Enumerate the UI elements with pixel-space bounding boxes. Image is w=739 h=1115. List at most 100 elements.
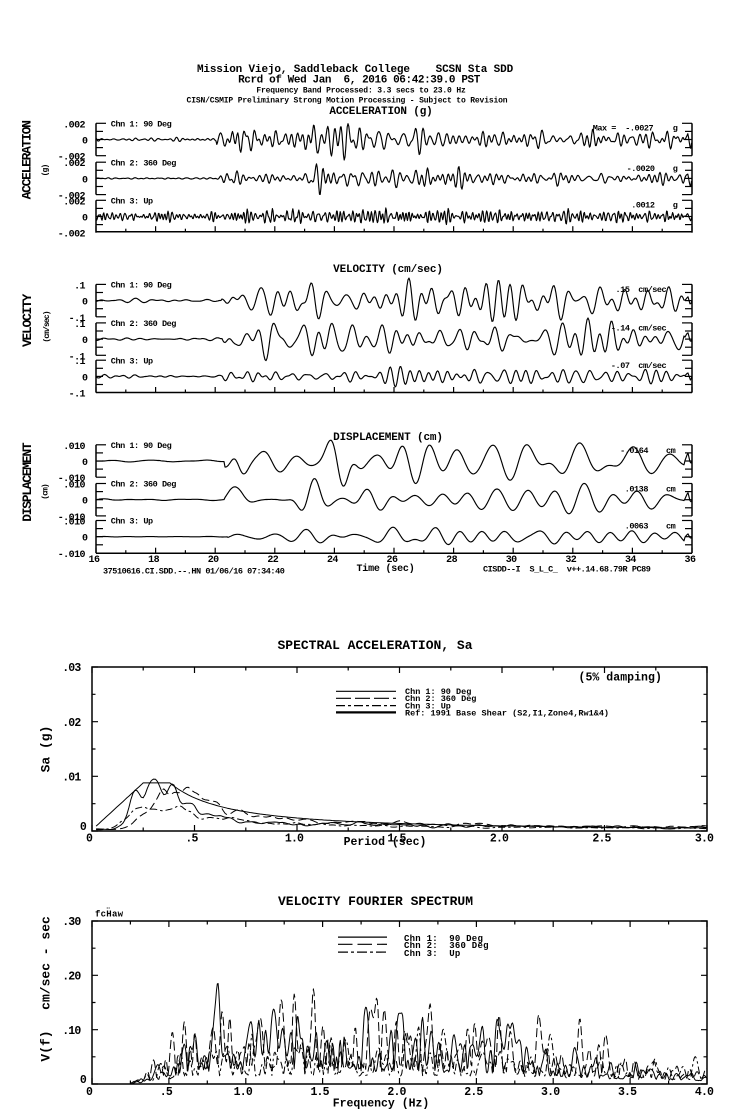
svg-text:Max = -.0027: Max = -.0027 <box>593 124 654 134</box>
svg-text:VELOCITY: VELOCITY <box>20 293 35 347</box>
svg-text:Frequency (Hz): Frequency (Hz) <box>333 1098 430 1111</box>
svg-text:26: 26 <box>387 555 398 566</box>
svg-text:Chn 1: 90 Deg: Chn 1: 90 Deg <box>404 934 483 944</box>
svg-text:cm/sec: cm/sec <box>638 361 666 371</box>
svg-text:2.5: 2.5 <box>464 1086 483 1099</box>
svg-text:cm/sec: cm/sec <box>638 324 666 334</box>
svg-text:.1: .1 <box>74 320 85 331</box>
svg-text:0: 0 <box>82 336 88 347</box>
svg-text:1.0: 1.0 <box>285 832 304 845</box>
svg-text:-.002: -.002 <box>58 192 86 203</box>
svg-text:36: 36 <box>685 555 696 566</box>
svg-text:Chn 2: 360 Deg: Chn 2: 360 Deg <box>405 694 476 704</box>
svg-text:.30: .30 <box>62 916 81 929</box>
svg-text:Chn 2: 360 Deg: Chn 2: 360 Deg <box>111 158 176 168</box>
svg-text:-.1: -.1 <box>69 390 86 401</box>
svg-text:cm/sec: cm/sec <box>638 285 666 295</box>
svg-text:0: 0 <box>82 298 88 309</box>
svg-text:.1: .1 <box>74 281 85 292</box>
svg-text:V(f): V(f) <box>39 1030 54 1061</box>
svg-text:(cm/sec): (cm/sec) <box>43 311 52 342</box>
svg-text:.5: .5 <box>185 832 198 845</box>
svg-text:Chn 2: 360 Deg: Chn 2: 360 Deg <box>111 319 176 329</box>
svg-text:34: 34 <box>625 555 636 566</box>
svg-text:.002: .002 <box>63 197 85 208</box>
svg-text:Frequency Band Processed: 3.3: Frequency Band Processed: 3.3 secs to 23… <box>256 86 466 95</box>
svg-text:SPECTRAL ACCELERATION, Sa: SPECTRAL ACCELERATION, Sa <box>277 638 472 653</box>
svg-text:cm: cm <box>666 446 676 456</box>
svg-text:-.0164: -.0164 <box>620 446 648 456</box>
svg-text:Chn 1: 90 Deg: Chn 1: 90 Deg <box>111 281 172 291</box>
svg-text:(5% damping): (5% damping) <box>579 672 662 685</box>
svg-text:-.07: -.07 <box>611 361 630 371</box>
svg-text:ACCELERATION (g): ACCELERATION (g) <box>329 106 432 118</box>
svg-text:30: 30 <box>506 555 517 566</box>
svg-text:(g): (g) <box>42 165 51 177</box>
svg-text:cm: cm <box>666 522 676 532</box>
svg-text:.0063: .0063 <box>625 522 649 532</box>
svg-text:1.5: 1.5 <box>310 1086 329 1099</box>
svg-text:2.0: 2.0 <box>490 832 509 845</box>
svg-text:2.0: 2.0 <box>387 1086 406 1099</box>
svg-text:2.5: 2.5 <box>592 832 611 845</box>
svg-text:Chn 1: 90 Deg: Chn 1: 90 Deg <box>111 441 172 451</box>
svg-text:1.0: 1.0 <box>234 1086 253 1099</box>
svg-text:24: 24 <box>327 555 338 566</box>
svg-text:(cm): (cm) <box>42 484 51 500</box>
svg-text:0: 0 <box>82 373 88 384</box>
svg-text:0: 0 <box>86 832 93 845</box>
svg-text:-.1: -.1 <box>69 314 86 325</box>
svg-text:0: 0 <box>82 137 88 148</box>
svg-text:Chn 2: 360 Deg: Chn 2: 360 Deg <box>404 941 489 951</box>
svg-text:0: 0 <box>82 534 88 545</box>
svg-text:g: g <box>673 124 678 134</box>
svg-text:-.1: -.1 <box>69 352 86 363</box>
svg-text:-.010: -.010 <box>58 474 86 485</box>
svg-text:Mission Viejo, Saddleback Coll: Mission Viejo, Saddleback College SCSN S… <box>197 64 514 76</box>
svg-text:3.5: 3.5 <box>618 1086 637 1099</box>
svg-text:.20: .20 <box>62 971 81 984</box>
svg-text:37510616.CI.SDD.--.HN 01/06/16: 37510616.CI.SDD.--.HN 01/06/16 07:34:40 <box>103 567 285 577</box>
svg-text:.15: .15 <box>616 285 630 295</box>
svg-text:g: g <box>673 201 678 211</box>
svg-text:-.002: -.002 <box>58 230 86 241</box>
svg-text:4.0: 4.0 <box>695 1086 714 1099</box>
svg-text:Chn 3: Up: Chn 3: Up <box>405 702 451 712</box>
svg-text:0: 0 <box>80 1074 87 1087</box>
svg-text:.03: .03 <box>62 662 81 675</box>
svg-text:CISN/CSMIP Preliminary Strong: CISN/CSMIP Preliminary Strong Motion Pro… <box>187 96 508 105</box>
svg-text:Rcrd of Wed Jan 6, 2016 06:42: Rcrd of Wed Jan 6, 2016 06:42:39.0 PST <box>238 74 481 86</box>
svg-text:DISPLACEMENT: DISPLACEMENT <box>20 442 35 522</box>
svg-text:0: 0 <box>82 214 88 225</box>
svg-text:DISPLACEMENT (cm): DISPLACEMENT (cm) <box>333 432 443 444</box>
svg-text:cm: cm <box>666 485 676 495</box>
svg-text:.1: .1 <box>74 357 85 368</box>
svg-text:-.14: -.14 <box>611 324 630 334</box>
svg-text:0: 0 <box>82 458 88 469</box>
svg-text:-.010: -.010 <box>58 550 86 561</box>
svg-text:fcHaw: fcHaw <box>95 910 124 920</box>
svg-text:Chn 3: Up: Chn 3: Up <box>111 517 153 527</box>
svg-text:22: 22 <box>267 555 278 566</box>
svg-text:.0138: .0138 <box>625 485 649 495</box>
svg-text:18: 18 <box>148 555 159 566</box>
svg-text:.0012: .0012 <box>631 201 655 211</box>
svg-text:VELOCITY (cm/sec): VELOCITY (cm/sec) <box>333 264 443 276</box>
svg-text:.010: .010 <box>63 442 85 453</box>
svg-text:Ref: 1991 Base Shear (S2,I1,Zo: Ref: 1991 Base Shear (S2,I1,Zone4,Rw1&4) <box>405 708 609 718</box>
svg-text:Chn 3: Up: Chn 3: Up <box>111 356 153 366</box>
svg-text:0: 0 <box>82 175 88 186</box>
svg-text:ACCELERATION: ACCELERATION <box>20 121 35 200</box>
svg-text:.002: .002 <box>63 159 85 170</box>
svg-text:.02: .02 <box>62 717 81 730</box>
svg-text:g: g <box>673 164 678 174</box>
svg-text:-.0020: -.0020 <box>627 164 655 174</box>
svg-text:CISDD--I S_L_C_ v++.14.68.79: CISDD--I S_L_C_ v++.14.68.79R PC89 <box>483 565 651 575</box>
svg-text:32: 32 <box>565 555 576 566</box>
svg-text:Chn 1: 90 Deg: Chn 1: 90 Deg <box>111 120 172 130</box>
svg-text:Sa (g): Sa (g) <box>39 726 54 773</box>
svg-text:28: 28 <box>446 555 457 566</box>
svg-text:.01: .01 <box>62 772 81 785</box>
svg-text:0: 0 <box>82 497 88 508</box>
svg-text:VELOCITY FOURIER SPECTRUM: VELOCITY FOURIER SPECTRUM <box>278 894 473 909</box>
